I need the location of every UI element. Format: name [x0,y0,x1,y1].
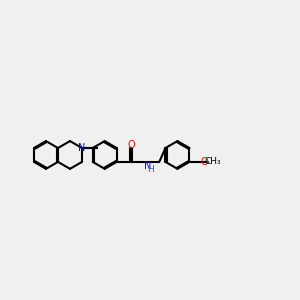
Text: N: N [144,161,152,171]
Text: N: N [78,143,86,153]
Text: O: O [200,157,208,167]
Text: H: H [147,165,154,174]
Text: CH₃: CH₃ [205,158,222,166]
Text: O: O [128,140,135,150]
